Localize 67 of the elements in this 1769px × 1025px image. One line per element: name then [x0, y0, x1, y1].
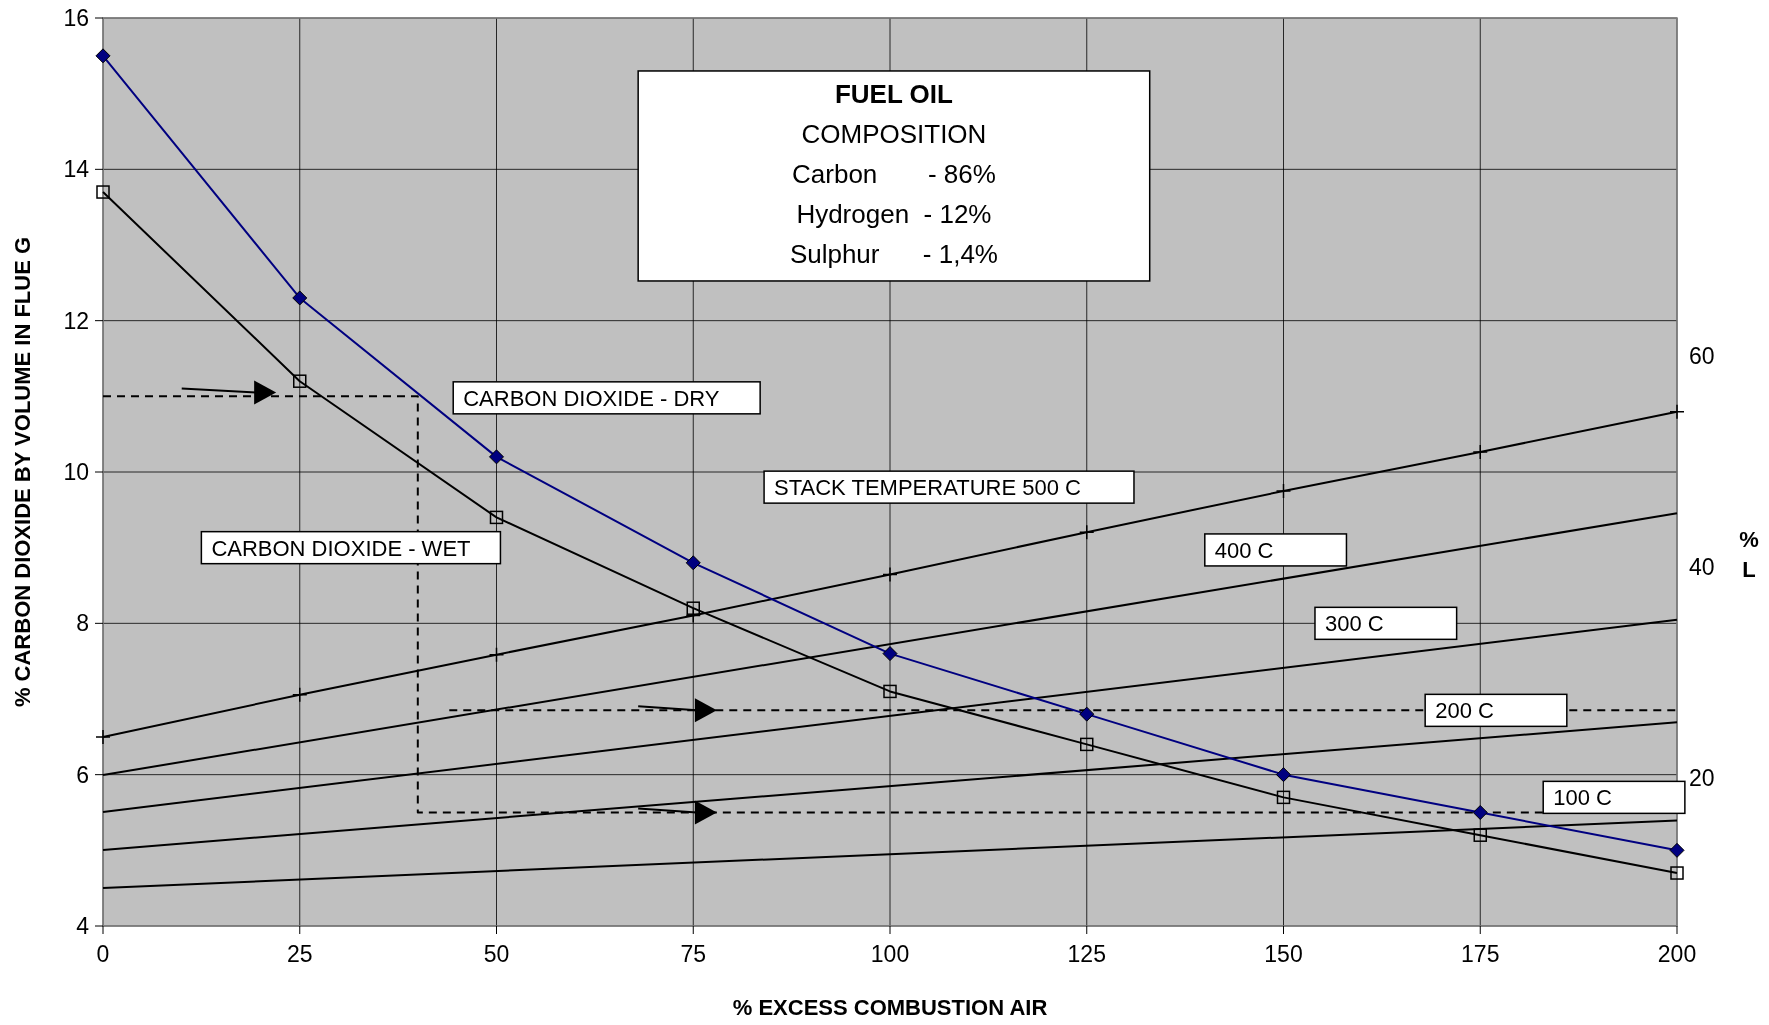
x-tick-label: 100 — [870, 941, 910, 967]
point — [882, 646, 898, 662]
point — [95, 729, 111, 745]
x-tick-label: 125 — [1067, 941, 1106, 967]
point — [96, 185, 110, 199]
point — [1472, 444, 1488, 460]
annotation: 400 C — [1214, 537, 1274, 563]
y-tick-label: 4 — [76, 913, 90, 939]
point — [1670, 866, 1684, 880]
point — [883, 684, 897, 699]
point — [882, 566, 898, 583]
label-box: STACK TEMPERATURE 500 C — [763, 470, 1135, 504]
y2-tick-label: 20 — [1689, 765, 1715, 792]
point — [1275, 483, 1292, 499]
y-tick-label: 16 — [63, 5, 89, 31]
point — [1669, 404, 1685, 420]
label-box: CARBON DIOXIDE - DRY — [452, 381, 761, 415]
annotation: 100 C — [1553, 785, 1613, 811]
y-tick-label: 10 — [63, 459, 89, 485]
point — [685, 607, 701, 624]
label-box: 400 C — [1204, 533, 1348, 567]
annotation: Sulphur - 1,4% — [789, 238, 998, 269]
point — [292, 290, 308, 306]
annotation: STACK TEMPERATURE 500 C — [774, 475, 1082, 501]
label-box: 300 C — [1314, 606, 1458, 641]
text: FUEL OIL — [834, 78, 954, 109]
x-tick-label: 0 — [96, 941, 110, 967]
y-tick-label: 8 — [76, 610, 89, 637]
x-tick-label: 25 — [286, 941, 313, 967]
point — [1080, 737, 1094, 752]
point — [1276, 790, 1291, 805]
point — [489, 449, 504, 465]
point — [685, 555, 701, 571]
y-axis-title: % CARBON DIOXIDE BY VOLUME IN FLUE G — [10, 236, 35, 708]
y-tick-label: 6 — [76, 761, 89, 788]
annotation: Hydrogen - 12% — [796, 198, 992, 229]
point — [1472, 805, 1488, 820]
y2-tick-label: 60 — [1689, 342, 1715, 369]
point — [293, 374, 307, 388]
x-tick-label: 75 — [680, 941, 707, 967]
point — [489, 510, 504, 525]
annotation: 300 C — [1324, 611, 1384, 637]
label-box: 200 C — [1424, 693, 1568, 728]
annotation: COMPOSITION — [801, 118, 987, 149]
point — [292, 687, 308, 703]
x-axis-title: % EXCESS COMBUSTION AIR — [732, 995, 1048, 1020]
point — [1079, 524, 1095, 540]
x-tick-label: 175 — [1461, 941, 1500, 967]
point — [1079, 706, 1095, 722]
point — [1669, 842, 1685, 858]
annotation: Carbon - 86% — [792, 158, 996, 189]
point — [95, 48, 111, 64]
x-tick-label: 200 — [1657, 941, 1697, 967]
x-tick-label: 150 — [1264, 941, 1303, 967]
point — [488, 646, 505, 663]
point — [1276, 767, 1291, 783]
annotation: CARBON DIOXIDE - WET — [211, 535, 471, 561]
y-tick-label: 14 — [63, 156, 90, 183]
point — [686, 601, 700, 615]
y-tick-label: 12 — [63, 307, 89, 334]
label-box: 100 C — [1542, 780, 1686, 815]
annotation: CARBON DIOXIDE - DRY — [463, 385, 720, 411]
x-tick-label: 50 — [483, 941, 510, 967]
y2-tick-label: 40 — [1689, 554, 1715, 581]
annotation: 200 C — [1435, 698, 1494, 724]
y2-axis-title: % L — [1739, 527, 1759, 583]
label-box: CARBON DIOXIDE - WET — [200, 530, 502, 565]
